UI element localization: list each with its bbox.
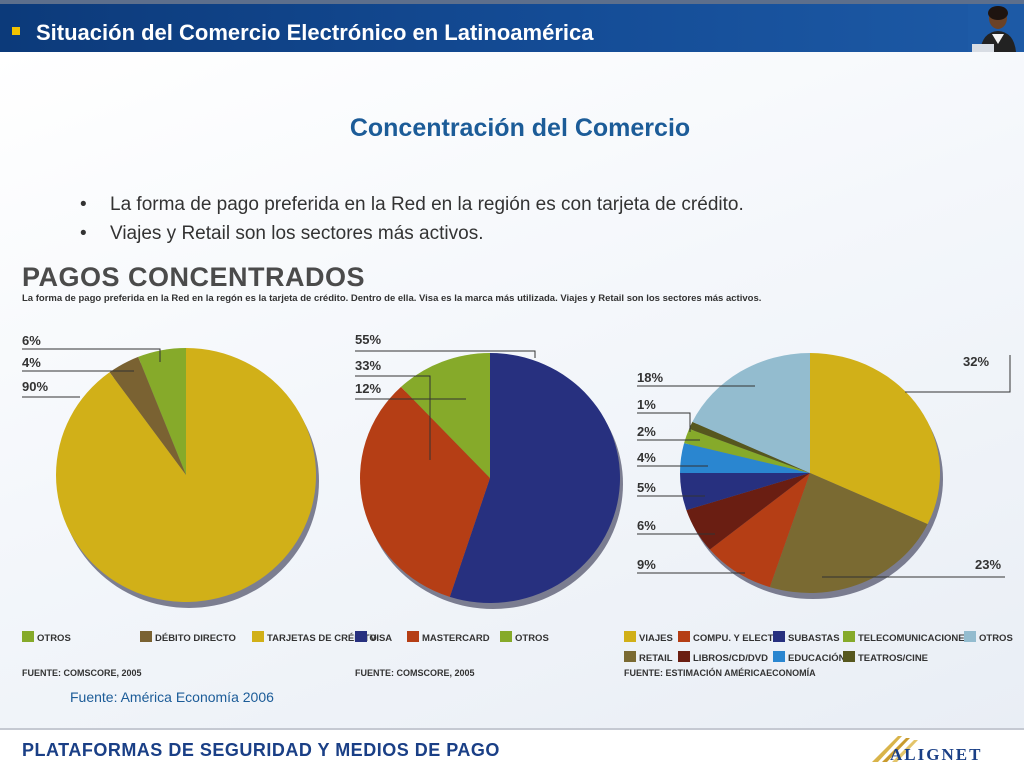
pie-3-percent-label: 2%	[637, 424, 656, 439]
legend-label: EDUCACIÓN	[788, 652, 846, 664]
pie-2-percent-label: 12%	[355, 381, 381, 396]
footer-title: PLATAFORMAS DE SEGURIDAD Y MEDIOS DE PAG…	[22, 740, 500, 760]
pie-2-percent-label: 55%	[355, 332, 381, 347]
panel-title: PAGOS CONCENTRADOS	[22, 262, 366, 292]
legend-swatch	[773, 651, 785, 662]
overall-source: Fuente: América Economía 2006	[70, 689, 274, 705]
pie-1-slice-tarjetas-de-cr-dito	[55, 348, 316, 603]
legend-swatch	[678, 651, 690, 662]
pie-3-slice-subastas	[680, 473, 810, 511]
panel-subtitle: La forma de pago preferida en la Red en …	[22, 293, 762, 304]
legend-label: COMPU. Y ELECT.	[693, 633, 775, 644]
legend-swatch	[624, 651, 636, 662]
pie-3-slice-compu-y-elect-	[709, 473, 810, 588]
legend-label: TELECOMUNICACIONES	[858, 633, 971, 644]
pie-3-percent-label: 6%	[637, 518, 656, 533]
pie-3-slice-viajes	[810, 353, 941, 525]
legend-label: VIAJES	[639, 633, 673, 644]
pie-2-slice-mastercard	[360, 386, 490, 597]
pie-3-leader-line	[637, 412, 691, 432]
title-bar-top-line	[0, 0, 1024, 4]
pie-1-percent-label: 4%	[22, 355, 41, 370]
pie-3-slice-otros	[692, 353, 810, 473]
legend-swatch	[500, 631, 512, 642]
legend-swatch	[843, 631, 855, 642]
bullet-text: Viajes y Retail son los sectores más act…	[110, 223, 484, 244]
legend-label: SUBASTAS	[788, 633, 840, 644]
legend-label: MASTERCARD	[422, 633, 490, 644]
pie-3-percent-label: 4%	[637, 450, 656, 465]
alignet-logo-text: ALIGNET	[890, 745, 983, 764]
legend-label: DÉBITO DIRECTO	[155, 633, 236, 644]
legend-swatch	[678, 631, 690, 642]
legend-label: LIBROS/CD/DVD	[693, 653, 768, 664]
legend-swatch	[407, 631, 419, 642]
alignet-logo-icon	[872, 736, 918, 762]
pie-3-slice-educaci-n	[680, 443, 810, 473]
legend-swatch	[252, 631, 264, 642]
legend-swatch	[355, 631, 367, 642]
pie-3-slice-teatros-cine	[689, 421, 810, 473]
legend-label: TEATROS/CINE	[858, 653, 928, 664]
legend-swatch	[843, 651, 855, 662]
pie-1-slice-otros	[138, 348, 186, 475]
pie-3-slice-retail	[769, 473, 928, 594]
bullet-item: • La forma de pago preferida en la Red en…	[80, 190, 744, 219]
square-bullet-icon	[12, 27, 20, 35]
pie-1-leader-line	[22, 348, 161, 362]
bullet-item: • Viajes y Retail son los sectores más ac…	[80, 219, 744, 248]
pie-3-percent-label: 9%	[637, 557, 656, 572]
slide-title: Situación del Comercio Electrónico en La…	[36, 20, 594, 45]
pie-1-percent-label: 6%	[22, 333, 41, 348]
legend-swatch	[773, 631, 785, 642]
chart2-source: FUENTE: COMSCORE, 2005	[355, 668, 475, 678]
pie-2-slice-otros	[401, 353, 490, 478]
footer-divider	[0, 728, 1024, 730]
pie-3-leader-line	[905, 355, 1011, 393]
pie-3-percent-label: 23%	[975, 557, 1001, 572]
legend-label: RETAIL	[639, 653, 673, 664]
pie-3-slice-telecomunicaciones	[684, 428, 810, 473]
chart1-source: FUENTE: COMSCORE, 2005	[22, 668, 142, 678]
pie-1-percent-label: 90%	[22, 379, 48, 394]
pie-1-slice-d-bito-directo	[109, 356, 186, 475]
pie-2-leader-line	[355, 350, 536, 358]
pie-3-percent-label: 18%	[637, 370, 663, 385]
pie-3-percent-label: 32%	[963, 354, 989, 369]
legend-label: VISA	[370, 633, 392, 644]
pie-3-slice-libros-cd-dvd	[686, 473, 810, 550]
bullet-text: La forma de pago preferida en la Red en …	[110, 194, 744, 215]
legend-swatch	[964, 631, 976, 642]
pie-3-percent-label: 5%	[637, 480, 656, 495]
pie-2-slice-visa	[449, 353, 621, 603]
slide-heading: Concentración del Comercio	[349, 114, 691, 142]
title-bar: Situación del Comercio Electrónico en La…	[0, 0, 1024, 52]
chart3-source: FUENTE: ESTIMACIÓN AMÉRICAECONOMÍA	[624, 668, 816, 678]
legend-swatch	[624, 631, 636, 642]
legend-swatch	[140, 631, 152, 642]
legend-label: OTROS	[979, 633, 1013, 644]
pie-3-percent-label: 1%	[637, 397, 656, 412]
legend-label: OTROS	[515, 633, 549, 644]
pie-2-leader-line	[355, 375, 431, 460]
businesswoman-photo-icon	[968, 4, 1024, 52]
pie-2-percent-label: 33%	[355, 358, 381, 373]
legend-label: TARJETAS DE CRÉDITO	[267, 633, 377, 644]
legend-label: OTROS	[37, 633, 71, 644]
legend-swatch	[22, 631, 34, 642]
bullet-list: • La forma de pago preferida en la Red en…	[80, 190, 744, 248]
